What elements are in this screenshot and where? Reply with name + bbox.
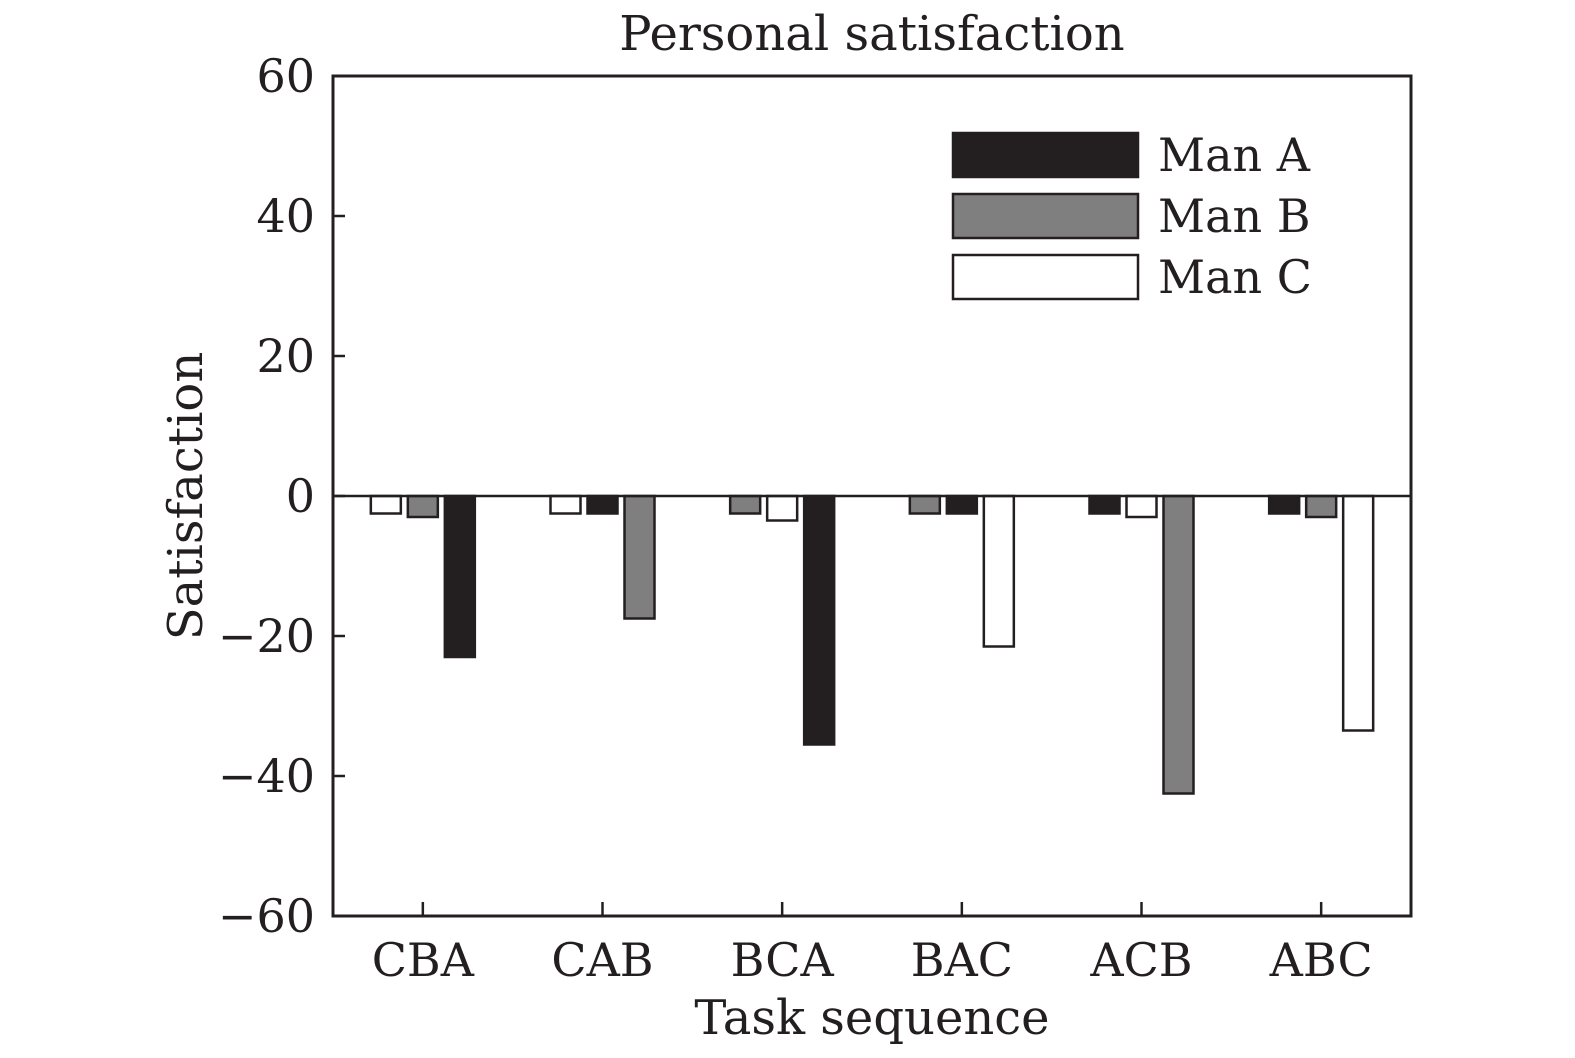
- x-axis: CBA CAB BCA BAC ACB ABC: [372, 902, 1373, 987]
- legend-swatch-man-c: [951, 253, 1140, 301]
- y-axis-label: Satisfaction: [158, 352, 214, 641]
- bar-cab-man-b: [623, 494, 656, 620]
- bar-acb-man-a: [1088, 494, 1121, 515]
- x-tick-label-bac: BAC: [911, 933, 1013, 987]
- legend-label-man-b: Man B: [1158, 189, 1311, 243]
- bar-bac-man-c: [982, 494, 1016, 648]
- bar-cba-man-b: [406, 494, 440, 519]
- legend: Man A Man B Man C: [951, 128, 1312, 304]
- y-tick-label: 0: [286, 469, 315, 523]
- bar-abc-man-c: [1341, 494, 1375, 732]
- chart-title: Personal satisfaction: [619, 6, 1124, 62]
- bar-bca-man-a: [802, 494, 836, 746]
- bar-cab-man-a: [586, 494, 619, 515]
- legend-label-man-c: Man C: [1158, 250, 1312, 304]
- bar-abc-man-b: [1304, 494, 1338, 519]
- bar-acb-man-b: [1162, 494, 1195, 795]
- x-tick-label-acb: ACB: [1089, 933, 1192, 987]
- bar-acb-man-c: [1125, 494, 1158, 519]
- y-tick-label: 40: [256, 189, 315, 243]
- y-tick-label: −40: [218, 749, 315, 803]
- bar-cba-man-a: [443, 494, 477, 659]
- y-tick-label: 20: [256, 329, 315, 383]
- bar-bac-man-b: [908, 494, 942, 515]
- y-tick-label: −20: [218, 609, 315, 663]
- y-tick-label: 60: [256, 49, 315, 103]
- bar-bac-man-a: [945, 494, 979, 515]
- y-tick-label: −60: [218, 889, 315, 943]
- x-tick-label-cab: CAB: [551, 933, 653, 987]
- legend-swatch-man-b: [951, 192, 1140, 240]
- x-tick-label-abc: ABC: [1269, 933, 1373, 987]
- x-axis-label: Task sequence: [694, 990, 1049, 1046]
- bar-bca-man-c: [765, 494, 799, 522]
- bar-bca-man-b: [728, 494, 762, 515]
- bar-cba-man-c: [369, 494, 403, 515]
- legend-swatch-man-a: [951, 131, 1140, 179]
- x-tick-label-cba: CBA: [372, 933, 475, 987]
- x-tick-label-bca: BCA: [731, 933, 835, 987]
- bar-cab-man-c: [549, 494, 582, 515]
- legend-label-man-a: Man A: [1158, 128, 1311, 182]
- y-axis: 60 40 20 0 −20 −40 −60: [218, 49, 345, 943]
- bars-layer: [369, 494, 1375, 795]
- bar-abc-man-a: [1267, 494, 1301, 515]
